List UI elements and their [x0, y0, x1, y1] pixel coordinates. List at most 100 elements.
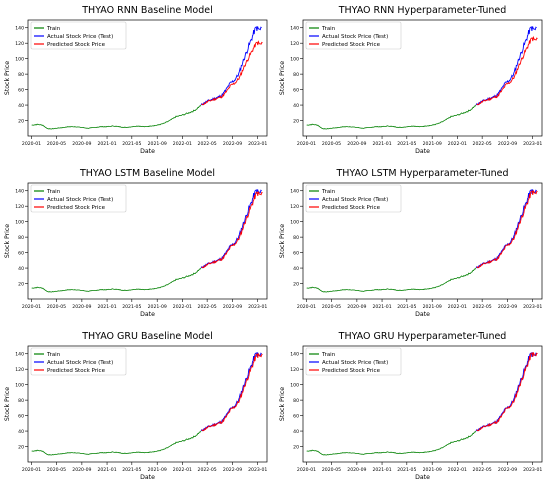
x-tick-label: 2020-01 — [22, 467, 41, 473]
x-tick-label: 2023-01 — [248, 304, 267, 310]
x-tick-label: 2020-09 — [347, 304, 366, 310]
legend-train-label: Train — [321, 352, 336, 358]
x-tick-label: 2022-01 — [173, 141, 192, 147]
y-tick-label: 40 — [293, 103, 299, 109]
y-tick-label: 60 — [18, 250, 24, 256]
chart-svg: THYAO RNN Baseline Model 20 40 60 80 100 120 14… — [4, 5, 267, 155]
x-axis-label: Date — [140, 311, 155, 318]
x-tick-label: 2020-05 — [47, 304, 66, 310]
legend-box — [30, 347, 127, 376]
chart-svg: THYAO RNN Hyperparameter-Tuned 20 40 60 80 10… — [279, 5, 542, 155]
x-tick-label: 2021-05 — [397, 304, 416, 310]
y-tick-label: 100 — [290, 382, 299, 388]
chart-title: THYAO GRU Baseline Model — [81, 331, 213, 342]
y-tick-label: 100 — [15, 219, 24, 225]
legend: Train Actual Stock Price (Test) Predicted … — [30, 347, 127, 376]
predicted-series-line — [476, 190, 538, 269]
chart-svg: THYAO GRU Baseline Model 20 40 60 80 100 120 14… — [4, 331, 268, 481]
x-axis-label: Date — [140, 474, 155, 481]
y-tick-label: 120 — [15, 41, 24, 47]
x-tick-label: 2021-09 — [423, 141, 442, 147]
y-tick-label: 20 — [293, 281, 299, 287]
y-tick-label: 80 — [293, 72, 299, 78]
x-tick-label: 2021-09 — [148, 141, 167, 147]
x-tick-label: 2020-01 — [22, 141, 41, 147]
x-tick-label: 2020-09 — [347, 141, 366, 147]
x-tick-label: 2023-01 — [523, 467, 542, 473]
x-tick-label: 2021-09 — [148, 467, 167, 473]
x-tick-label: 2022-05 — [473, 304, 492, 310]
x-tick-label: 2021-09 — [423, 467, 442, 473]
plot-frame — [27, 182, 268, 300]
y-tick-label: 120 — [290, 41, 299, 47]
chart-title: THYAO LSTM Baseline Model — [79, 168, 215, 179]
y-tick-label: 80 — [18, 235, 24, 241]
x-tick-label: 2020-05 — [322, 141, 341, 147]
x-tick-label: 2022-05 — [198, 141, 217, 147]
y-axis-label: Stock Price — [4, 387, 11, 421]
legend: Train Actual Stock Price (Test) Predicted … — [305, 21, 402, 50]
actual-series-line — [475, 26, 537, 106]
y-tick-label: 60 — [293, 250, 299, 256]
y-tick-label: 60 — [293, 413, 299, 419]
y-tick-label: 120 — [290, 367, 299, 373]
y-axis-label: Stock Price — [279, 387, 286, 421]
train-series-line — [31, 267, 202, 293]
y-tick-label: 120 — [290, 204, 299, 210]
y-tick-label: 40 — [293, 429, 299, 435]
x-tick-label: 2020-09 — [72, 304, 91, 310]
train-series-line — [31, 430, 202, 456]
x-tick-label: 2022-05 — [473, 467, 492, 473]
y-tick-label: 140 — [290, 189, 299, 195]
actual-series-line — [200, 189, 262, 269]
x-tick-label: 2021-01 — [372, 304, 391, 310]
x-tick-label: 2021-01 — [372, 141, 391, 147]
legend-train-label: Train — [46, 189, 61, 195]
x-tick-label: 2022-05 — [473, 141, 492, 147]
plot-frame — [27, 345, 268, 463]
y-tick-label: 80 — [18, 72, 24, 78]
chart-panel: THYAO GRU Baseline Model 20 40 60 80 100 120 14… — [0, 326, 275, 489]
x-tick-label: 2021-05 — [122, 141, 141, 147]
x-tick-label: 2021-01 — [97, 304, 116, 310]
legend-predicted-label: Predicted Stock Price — [322, 205, 381, 211]
y-tick-label: 60 — [293, 87, 299, 93]
x-tick-label: 2021-05 — [397, 467, 416, 473]
train-series-line — [31, 104, 202, 130]
x-tick-label: 2021-09 — [148, 304, 167, 310]
legend: Train Actual Stock Price (Test) Predicted … — [30, 184, 127, 213]
chart-panel: THYAO LSTM Baseline Model 20 40 60 80 100 120 1… — [0, 163, 275, 326]
y-tick-label: 100 — [15, 382, 24, 388]
x-tick-label: 2020-09 — [72, 467, 91, 473]
x-tick-label: 2021-01 — [372, 467, 391, 473]
x-tick-label: 2021-05 — [397, 141, 416, 147]
chart-panel: THYAO RNN Hyperparameter-Tuned 20 40 60 80 10… — [275, 0, 550, 163]
x-tick-label: 2022-01 — [448, 141, 467, 147]
x-tick-label: 2021-09 — [423, 304, 442, 310]
x-tick-label: 2022-09 — [498, 304, 517, 310]
x-tick-label: 2022-05 — [198, 304, 217, 310]
x-tick-label: 2021-01 — [97, 141, 116, 147]
y-tick-label: 100 — [290, 219, 299, 225]
legend-actual-label: Actual Stock Price (Test) — [47, 197, 113, 203]
x-tick-label: 2023-01 — [523, 141, 542, 147]
legend-actual-label: Actual Stock Price (Test) — [322, 360, 388, 366]
chart-panel: THYAO RNN Baseline Model 20 40 60 80 100 120 14… — [0, 0, 275, 163]
y-tick-label: 40 — [293, 266, 299, 272]
x-axis-label: Date — [415, 148, 430, 155]
legend-box — [305, 184, 402, 213]
legend-train-label: Train — [46, 26, 61, 32]
legend-actual-label: Actual Stock Price (Test) — [47, 360, 113, 366]
legend-train-label: Train — [321, 26, 336, 32]
legend: Train Actual Stock Price (Test) Predicted … — [305, 347, 402, 376]
chart-title: THYAO RNN Hyperparameter-Tuned — [338, 5, 507, 16]
x-axis-label: Date — [140, 148, 155, 155]
predicted-series-line — [476, 35, 538, 106]
x-tick-label: 2022-01 — [173, 304, 192, 310]
legend-train-label: Train — [321, 189, 336, 195]
x-tick-label: 2022-01 — [173, 467, 192, 473]
x-tick-label: 2021-05 — [122, 467, 141, 473]
actual-series-line — [200, 352, 262, 432]
x-tick-label: 2022-01 — [448, 304, 467, 310]
